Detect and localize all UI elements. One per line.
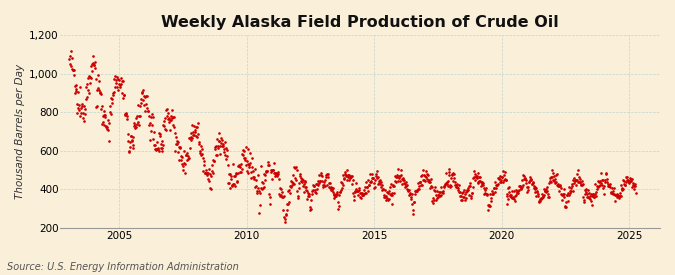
Title: Weekly Alaska Field Production of Crude Oil: Weekly Alaska Field Production of Crude … bbox=[161, 15, 559, 30]
Y-axis label: Thousand Barrels per Day: Thousand Barrels per Day bbox=[15, 64, 25, 199]
Text: Source: U.S. Energy Information Administration: Source: U.S. Energy Information Administ… bbox=[7, 262, 238, 272]
